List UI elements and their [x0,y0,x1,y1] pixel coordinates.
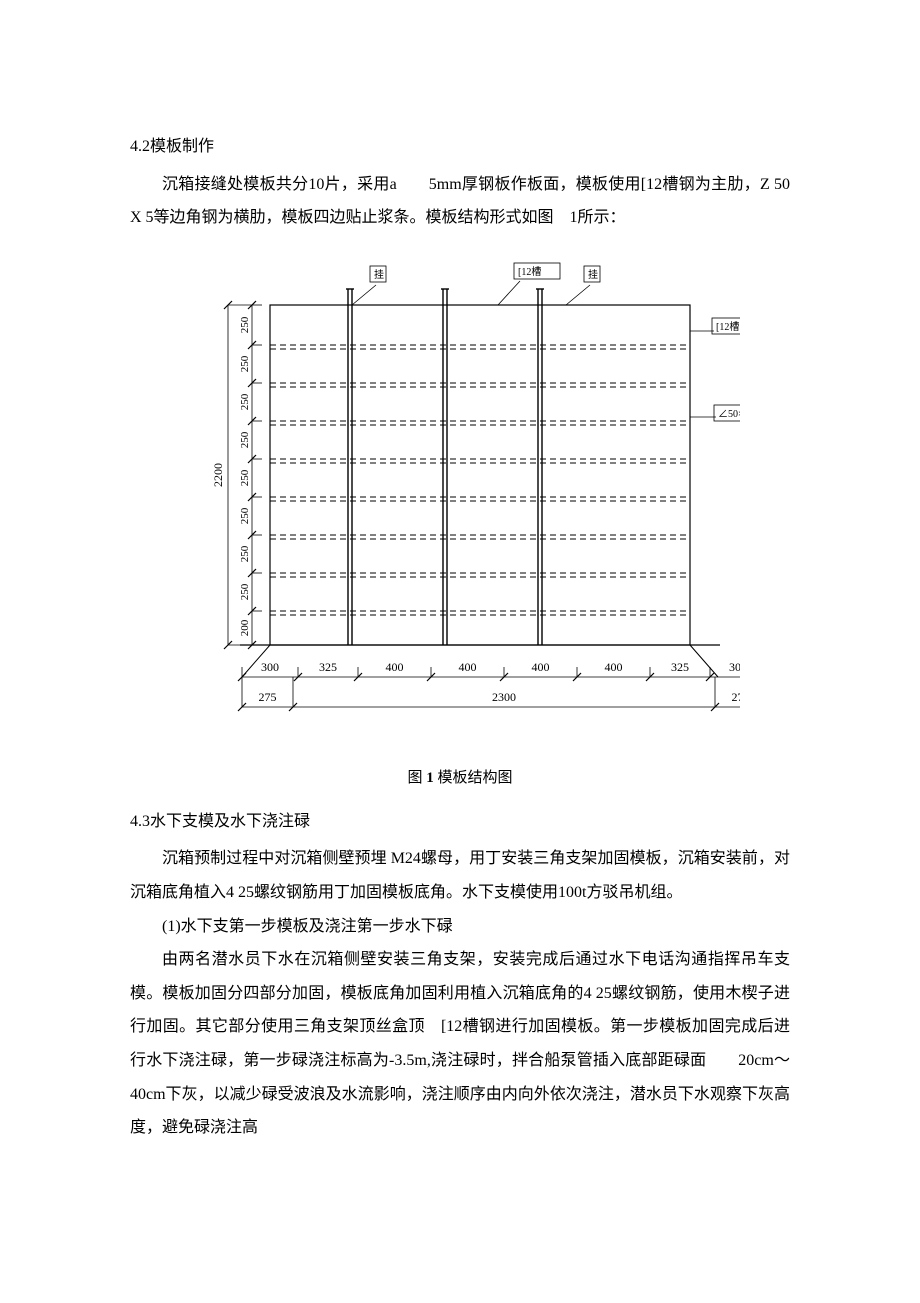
section-4-3-para1: 沉箱预制过程中对沉箱侧壁预埋 M24螺母，用丁安装三角支架加固模板，沉箱安装前，… [130,842,790,909]
svg-text:[12槽: [12槽 [716,320,739,333]
section-4-3-heading: 4.3水下支模及水下浇注碌 [130,805,790,839]
svg-text:250: 250 [239,316,251,333]
svg-text:400: 400 [532,660,550,674]
svg-text:325: 325 [319,660,337,674]
svg-text:400: 400 [605,660,623,674]
caption-num: 1 [426,770,434,786]
svg-text:275: 275 [732,690,741,704]
svg-text:200: 200 [239,619,251,636]
svg-text:400: 400 [386,660,404,674]
svg-text:2300: 2300 [492,690,516,704]
svg-text:325: 325 [671,660,689,674]
section-4-3-para2: (1)水下支第一步模板及浇注第一步水下碌 [130,910,790,944]
svg-text:250: 250 [239,545,251,562]
svg-text:400: 400 [459,660,477,674]
svg-text:挂: 挂 [374,268,384,281]
figure-1-caption: 图 1 模板结构图 [130,763,790,795]
svg-text:300: 300 [729,660,740,674]
caption-suffix: 模板结构图 [434,770,513,786]
svg-text:250: 250 [239,507,251,524]
svg-text:[12槽: [12槽 [518,265,541,278]
svg-text:275: 275 [259,690,277,704]
svg-text:300: 300 [261,660,279,674]
caption-prefix: 图 [407,770,426,786]
svg-text:250: 250 [239,583,251,600]
figure-1: 挂 [12槽 挂 [12槽 ∠50×5角 250 250 250 250 250 250 250 250… [130,245,790,758]
svg-text:250: 250 [239,355,251,372]
section-4-3-para3: 由两名潜水员下水在沉箱侧壁安装三角支架，安装完成后通过水下电话沟通指挥吊车支模。… [130,943,790,1145]
svg-text:∠50×5角: ∠50×5角 [718,408,740,420]
section-4-2-heading: 4.2模板制作 [130,130,790,164]
figure-1-diagram: 挂 [12槽 挂 [12槽 ∠50×5角 250 250 250 250 250 250 250 250… [180,245,740,745]
svg-text:250: 250 [239,393,251,410]
svg-text:2200: 2200 [211,463,225,487]
section-4-2-para: 沉箱接缝处模板共分10片，采用a 5mm厚钢板作板面，模板使用[12槽钢为主肋，… [130,168,790,235]
svg-text:挂: 挂 [588,268,598,281]
svg-text:250: 250 [239,469,251,486]
svg-text:250: 250 [239,431,251,448]
